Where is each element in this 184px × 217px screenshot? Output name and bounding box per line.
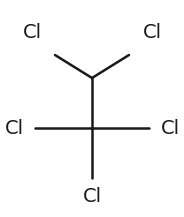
Text: Cl: Cl: [160, 118, 180, 138]
Text: Cl: Cl: [4, 118, 24, 138]
Text: Cl: Cl: [82, 187, 102, 207]
Text: Cl: Cl: [142, 23, 162, 41]
Text: Cl: Cl: [22, 23, 42, 41]
